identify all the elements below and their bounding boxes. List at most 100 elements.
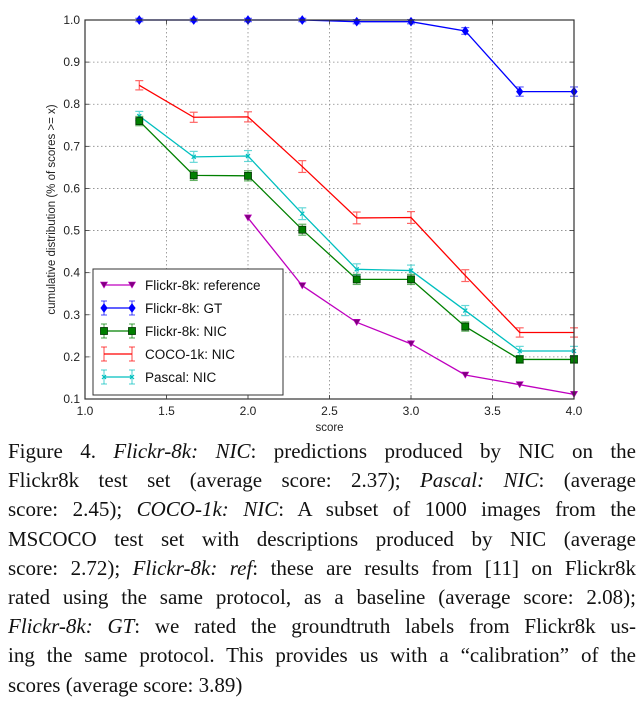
caption-italic-term: Flickr-8k: NIC (113, 439, 251, 463)
error-bar (135, 80, 144, 91)
caption-line: score: 2.72); Flickr-8k: ref: these are … (8, 554, 636, 583)
caption-line: rated using the same protocol, as a base… (8, 583, 636, 612)
series-pascal-nic (135, 110, 578, 357)
legend-marker (128, 327, 136, 335)
caption-text: score: 2.72); (8, 555, 133, 580)
y-tick-label: 0.1 (63, 392, 80, 406)
data-point (461, 26, 469, 36)
data-point (244, 171, 252, 180)
caption-text: MSCOCO test set with descriptions produc… (8, 526, 636, 551)
caption-line: MSCOCO test set with descriptions produc… (8, 525, 636, 554)
x-tick-label: 2.0 (240, 404, 257, 418)
data-point (352, 275, 361, 284)
data-point (299, 211, 305, 217)
data-point (298, 282, 307, 290)
legend-marker (128, 303, 136, 313)
y-tick-label: 0.5 (63, 224, 80, 238)
legend-label: Flickr-8k: reference (145, 278, 261, 293)
legend: Flickr-8k: reference Flickr-8k: GT Flickr-… (92, 268, 284, 396)
y-tick-label: 0.8 (63, 97, 80, 111)
caption-text: Figure 4. (8, 439, 114, 463)
caption-text: : (average (538, 468, 637, 493)
series-layer (135, 15, 579, 398)
ticks: 1.0 1.5 2.0 2.5 3.0 3.5 4.0 0.1 0.2 0.3 0.4 0.5 0.6 0… (63, 13, 582, 418)
error-bar (515, 327, 524, 338)
data-point (189, 171, 198, 180)
legend-label: Flickr-8k: GT (145, 301, 222, 316)
error-bar (244, 111, 252, 123)
data-point (352, 319, 361, 326)
caption-line: Figure 4. Flickr-8k: NIC: predictions pr… (8, 437, 636, 466)
caption-line: scores (average score: 3.89) (8, 671, 636, 700)
x-tick-label: 1.5 (158, 404, 175, 418)
legend-item-flickr-8k-gt: Flickr-8k: GT (100, 300, 222, 316)
data-point (298, 225, 307, 234)
legend-item-flickr-8k-nic: Flickr-8k: NIC (100, 323, 227, 339)
data-point (354, 266, 360, 272)
caption-line: Flickr-8k: GT: we rated the groundtruth … (8, 612, 636, 641)
data-point (191, 154, 197, 160)
chart-svg: 1.0 1.5 2.0 2.5 3.0 3.5 4.0 0.1 0.2 0.3 0.4 0.5 0.6 0… (46, 13, 583, 434)
error-bar (352, 211, 361, 225)
x-tick-label: 3.5 (484, 404, 501, 418)
data-point (243, 214, 253, 222)
error-bar (298, 160, 307, 174)
legend-marker (129, 374, 135, 380)
data-point (516, 86, 524, 97)
legend-label: Pascal: NIC (145, 370, 217, 385)
x-axis-label: score (315, 422, 343, 434)
y-tick-label: 1.0 (63, 13, 80, 27)
legend-marker (100, 303, 108, 313)
data-point (517, 348, 523, 354)
series-flickr-8k-reference (243, 214, 579, 398)
legend-item-coco-1k-nic: COCO-1k: NIC (101, 346, 235, 362)
caption-italic-term: Flickr-8k: ref (132, 555, 253, 580)
data-point (515, 381, 524, 389)
data-point (407, 275, 415, 284)
series-coco-1k-nic (135, 80, 578, 338)
figure-caption: Figure 4. Flickr-8k: NIC: predictions pr… (8, 437, 636, 700)
y-tick-label: 0.2 (63, 350, 80, 364)
caption-line: score: 2.45); COCO-1k: NIC: A subset of … (8, 495, 636, 524)
data-point (135, 117, 144, 125)
caption-text: : we rated the groundtruth labels from F… (134, 614, 637, 639)
y-tick-label: 0.9 (63, 55, 80, 69)
caption-text: : predictions produced by NIC on the (250, 439, 637, 463)
caption-italic-term: Flickr-8k: GT (8, 614, 135, 639)
data-point (461, 371, 470, 379)
caption-text: ing the same protocol. This provides us … (8, 643, 636, 668)
data-point (406, 340, 416, 348)
caption-text: : A subset of 1000 images from the (278, 497, 636, 522)
series-line (139, 19, 574, 93)
caption-line: ing the same protocol. This provides us … (8, 641, 636, 670)
data-point (515, 355, 524, 364)
caption-italic-term: Pascal: NIC (419, 468, 539, 493)
y-axis-label: cumulative distribution (% of scores >= … (46, 104, 58, 314)
legend-marker (99, 281, 109, 289)
y-tick-label: 0.3 (63, 308, 80, 322)
legend-item-pascal-nic: Pascal: NIC (101, 369, 217, 385)
legend-box (92, 268, 284, 396)
figure-chart: 1.0 1.5 2.0 2.5 3.0 3.5 4.0 0.1 0.2 0.3 0.4 0.5 0.6 0… (46, 13, 583, 434)
legend-marker (100, 327, 108, 335)
caption-text: : these are results from [11] on Flickr8… (252, 555, 636, 580)
legend-label: Flickr-8k: NIC (145, 324, 227, 339)
y-tick-label: 0.6 (63, 181, 80, 195)
error-bar (461, 269, 470, 283)
caption-italic-term: COCO-1k: NIC (136, 497, 279, 522)
caption-text: score: 2.45); (8, 497, 137, 522)
x-tick-label: 2.5 (321, 404, 338, 418)
data-point (461, 322, 470, 331)
caption-line: Flickr8k test set (average score: 2.37);… (8, 466, 636, 495)
caption-text: rated using the same protocol, as a base… (8, 585, 636, 610)
legend-marker (127, 281, 137, 289)
series-flickr-8k-gt (135, 15, 578, 97)
data-point (462, 308, 468, 313)
x-tick-label: 1.0 (77, 404, 94, 418)
data-point (353, 16, 361, 27)
legend-label: COCO-1k: NIC (145, 347, 235, 362)
legend-item-flickr-8k-reference: Flickr-8k: reference (99, 278, 261, 293)
y-tick-label: 0.7 (63, 139, 80, 153)
x-tick-label: 3.0 (403, 404, 420, 418)
series-flickr-8k-nic (135, 115, 578, 364)
